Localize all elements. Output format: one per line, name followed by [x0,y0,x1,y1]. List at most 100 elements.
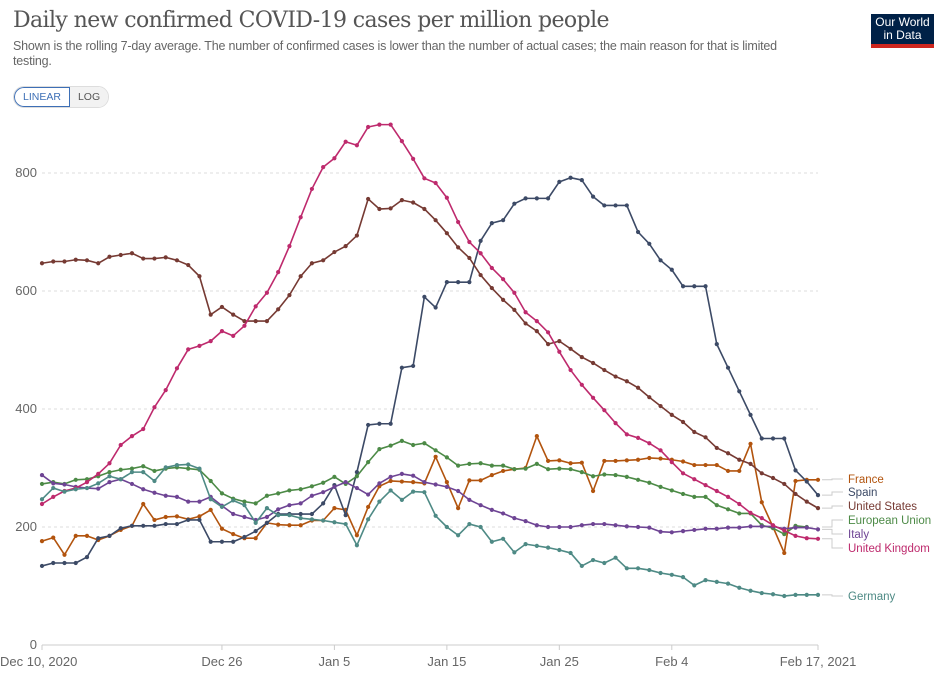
data-point-united-states [770,475,776,481]
data-point-european-union [309,484,315,489]
data-point-european-union [737,511,742,516]
data-point-italy [613,523,618,528]
data-point-france [73,533,78,538]
data-point-spain [388,421,393,426]
data-point-france [141,501,146,507]
data-point-united-states [366,196,371,202]
data-point-european-union [568,467,573,472]
data-point-france [703,462,708,468]
data-point-germany [725,581,731,586]
data-point-spain [219,539,225,544]
data-point-united-states [793,491,798,497]
data-point-european-union [456,463,461,468]
data-point-united-states [703,435,708,440]
data-point-united-states [163,255,168,260]
data-point-united-kingdom [501,277,506,282]
data-point-italy [759,524,764,529]
data-point-italy [411,473,416,478]
data-point-germany [793,592,798,597]
data-point-germany [152,478,157,484]
data-point-united-kingdom [242,323,247,328]
data-point-france [399,479,404,484]
data-point-germany [298,516,303,521]
data-point-italy [534,523,539,528]
data-point-european-union [73,477,78,482]
data-point-european-union [377,447,382,452]
data-point-spain [804,479,809,484]
data-point-spain [658,258,663,263]
data-point-european-union [613,472,618,478]
data-point-european-union [411,442,416,448]
owid-logo[interactable]: Our World in Data [871,14,934,48]
data-point-italy [658,529,663,534]
data-point-germany [759,590,764,596]
data-point-germany [635,566,641,571]
data-point-italy [51,481,56,486]
data-point-spain [635,229,641,235]
data-point-united-kingdom [107,461,112,466]
data-point-germany [197,466,202,471]
data-point-european-union [354,474,359,479]
data-point-italy [714,526,719,531]
data-point-france [298,523,303,528]
series-line-united-states [41,198,819,509]
data-point-united-kingdom [748,510,753,515]
data-point-spain [264,520,270,525]
data-point-france [501,468,506,474]
data-point-italy [804,525,809,530]
data-point-united-states [73,257,78,262]
data-point-spain [557,179,562,184]
data-point-united-kingdom [186,347,191,352]
data-point-european-union [489,463,494,468]
data-point-united-states [545,342,551,347]
data-point-united-states [388,206,393,211]
data-point-germany [680,575,686,580]
data-point-italy [332,484,337,489]
data-point-germany [343,521,348,527]
data-point-united-states [107,254,112,259]
data-point-united-states [804,499,809,504]
data-point-united-states [354,233,359,238]
log-scale-button[interactable]: LOG [69,87,109,107]
data-point-germany [422,490,427,495]
data-point-united-states [399,198,404,203]
data-point-spain [467,280,472,285]
data-point-italy [433,482,438,487]
data-point-european-union [332,474,337,479]
data-point-spain [759,436,764,441]
data-point-germany [624,566,629,571]
data-point-germany [163,465,168,470]
data-point-european-union [107,470,112,475]
data-point-united-states [647,395,652,400]
data-point-germany [501,536,506,541]
data-point-germany [219,504,225,510]
data-point-european-union [208,478,213,484]
data-point-united-kingdom [523,310,528,315]
data-point-germany [354,543,359,548]
data-point-united-kingdom [321,165,326,170]
y-tick-label: 200 [15,519,37,534]
data-point-european-union [388,443,393,448]
data-point-italy [568,524,573,530]
data-point-european-union [422,441,427,446]
data-point-european-union [242,499,247,504]
y-tick-label: 0 [30,637,37,652]
data-point-european-union [276,491,281,496]
data-point-italy [669,530,674,535]
data-point-italy [635,524,641,530]
data-point-united-states [456,245,461,250]
data-point-european-union [433,448,438,453]
data-point-germany [669,572,674,577]
data-point-spain [579,177,584,183]
data-point-spain [456,280,461,285]
data-point-spain [714,342,719,347]
data-point-european-union [714,503,719,508]
data-point-european-union [152,468,157,474]
linear-scale-button[interactable]: LINEAR [14,87,70,107]
data-point-germany [534,543,539,548]
data-point-germany [62,489,67,494]
data-point-united-kingdom [298,215,303,220]
data-point-united-kingdom [804,536,809,541]
data-point-european-union [692,494,697,500]
data-point-spain [96,536,101,541]
